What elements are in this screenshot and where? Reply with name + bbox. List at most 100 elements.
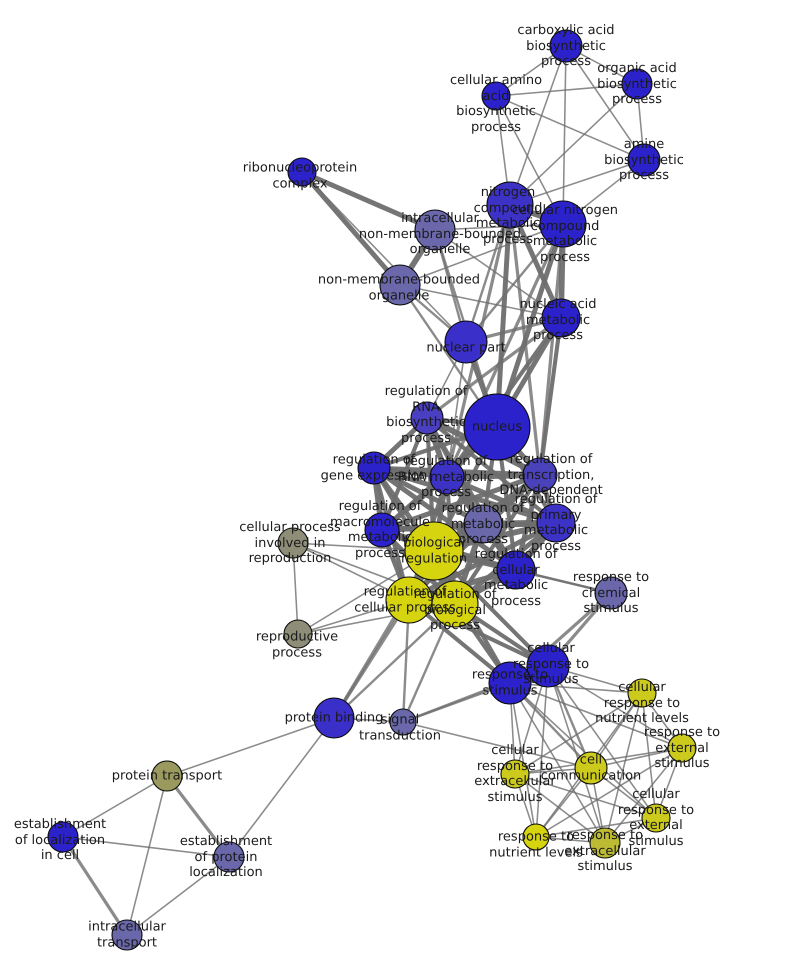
graph-node[interactable] — [431, 580, 479, 628]
node-circle[interactable] — [463, 504, 503, 544]
graph-node[interactable] — [313, 697, 355, 739]
node-circle[interactable] — [594, 576, 628, 610]
node-circle[interactable] — [429, 459, 465, 495]
graph-edge — [301, 171, 467, 343]
graph-node[interactable] — [277, 527, 309, 559]
node-circle[interactable] — [404, 521, 464, 581]
node-circle[interactable] — [500, 759, 530, 789]
graph-edge — [565, 45, 645, 161]
node-circle[interactable] — [621, 68, 653, 100]
node-circle[interactable] — [379, 264, 421, 306]
graph-node[interactable] — [357, 451, 391, 485]
node-circle[interactable] — [431, 580, 479, 628]
node-circle[interactable] — [667, 733, 697, 763]
graph-edge — [547, 665, 606, 844]
graph-edge — [61, 835, 129, 937]
graph-node[interactable] — [500, 759, 530, 789]
node-circle[interactable] — [481, 81, 511, 111]
graph-node[interactable] — [404, 521, 464, 581]
node-circle[interactable] — [414, 209, 456, 251]
graph-node[interactable] — [667, 733, 697, 763]
graph-node[interactable] — [463, 504, 503, 544]
node-circle[interactable] — [47, 821, 79, 853]
node-circle[interactable] — [549, 29, 583, 63]
node-circle[interactable] — [522, 457, 558, 493]
node-circle[interactable] — [283, 619, 313, 649]
graph-edge — [299, 169, 403, 288]
node-circle[interactable] — [151, 760, 183, 792]
graph-node[interactable] — [522, 457, 558, 493]
graph-node[interactable] — [526, 644, 570, 688]
graph-node[interactable] — [541, 298, 581, 338]
node-circle[interactable] — [539, 200, 587, 248]
node-circle[interactable] — [486, 181, 534, 229]
graph-node[interactable] — [621, 68, 653, 100]
graph-node[interactable] — [594, 576, 628, 610]
graph-node[interactable] — [389, 708, 417, 736]
node-circle[interactable] — [444, 320, 488, 364]
graph-edge — [371, 465, 559, 526]
node-circle[interactable] — [389, 708, 417, 736]
graph-node[interactable] — [444, 320, 488, 364]
graph-node[interactable] — [536, 503, 576, 543]
graph-node[interactable] — [627, 143, 661, 177]
graph-node[interactable] — [213, 841, 245, 873]
graph-node[interactable] — [486, 181, 534, 229]
node-circle[interactable] — [496, 550, 536, 590]
node-circle[interactable] — [541, 298, 581, 338]
graph-edge — [495, 95, 564, 225]
graph-node[interactable] — [364, 512, 400, 548]
node-circle[interactable] — [287, 157, 317, 187]
graph-node[interactable] — [429, 459, 465, 495]
node-circle[interactable] — [574, 751, 608, 785]
graph-node[interactable] — [496, 550, 536, 590]
graph-node[interactable] — [481, 81, 511, 111]
graph-node[interactable] — [287, 157, 317, 187]
graph-node[interactable] — [410, 401, 444, 435]
graph-node[interactable] — [283, 619, 313, 649]
graph-node[interactable] — [522, 823, 550, 851]
graph-edge — [509, 83, 638, 206]
node-circle[interactable] — [213, 841, 245, 873]
graph-edge — [495, 83, 638, 97]
graph-node[interactable] — [385, 576, 433, 624]
graph-node[interactable] — [414, 209, 456, 251]
graph-node[interactable] — [641, 803, 671, 833]
graph-edge — [434, 229, 562, 319]
node-circle[interactable] — [364, 512, 400, 548]
node-circle[interactable] — [522, 823, 550, 851]
node-circle[interactable] — [277, 527, 309, 559]
graph-node[interactable] — [574, 751, 608, 785]
graph-node[interactable] — [627, 678, 657, 708]
node-circle[interactable] — [589, 827, 621, 859]
graph-node[interactable] — [463, 393, 531, 461]
graph-node[interactable] — [47, 821, 79, 853]
graph-node[interactable] — [589, 827, 621, 859]
graph-node[interactable] — [151, 760, 183, 792]
graph-edge — [299, 169, 438, 233]
graph-node[interactable] — [539, 200, 587, 248]
graph-node[interactable] — [549, 29, 583, 63]
node-circle[interactable] — [357, 451, 391, 485]
node-circle[interactable] — [111, 919, 143, 951]
node-circle[interactable] — [488, 661, 532, 705]
graph-node[interactable] — [111, 919, 143, 951]
graph-edge — [535, 665, 549, 838]
node-circle[interactable] — [627, 143, 661, 177]
node-circle[interactable] — [313, 697, 355, 739]
node-circle[interactable] — [526, 644, 570, 688]
node-circle[interactable] — [641, 803, 671, 833]
graph-edge — [535, 747, 683, 838]
graph-edge — [495, 95, 645, 161]
node-circle[interactable] — [536, 503, 576, 543]
node-circle[interactable] — [385, 576, 433, 624]
node-circle[interactable] — [463, 393, 531, 461]
graph-node[interactable] — [379, 264, 421, 306]
graph-node[interactable] — [488, 661, 532, 705]
node-circle[interactable] — [410, 401, 444, 435]
graph-edge — [494, 202, 513, 430]
node-circle[interactable] — [627, 678, 657, 708]
graph-edge — [371, 465, 519, 573]
graph-edge — [537, 315, 564, 478]
